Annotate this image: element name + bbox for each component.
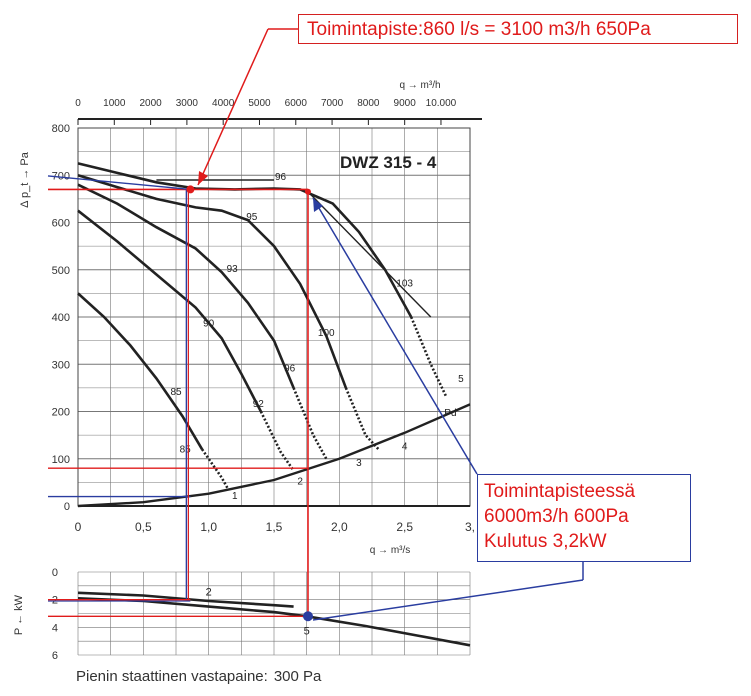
efficiency-label: 95 [246, 212, 258, 223]
top-axis-tick-label: 3000 [176, 98, 199, 109]
top-axis-tick-label: 2000 [139, 98, 162, 109]
efficiency-label: 85 [180, 445, 192, 456]
bottom-axis-label: q → m³/s [370, 545, 411, 556]
callout-arrow-line [197, 28, 269, 186]
pressure-axis-tick-label: 600 [52, 218, 70, 230]
pressure-curve-dotted-c4 [344, 387, 380, 451]
bottom-axis-tick-label: 3, [465, 520, 475, 534]
callout-arrow-line [312, 197, 478, 475]
top-axis-tick-label: 7000 [321, 98, 344, 109]
top-axis-tick-label: 8000 [357, 98, 380, 109]
footer-value: 300 Pa [273, 668, 322, 685]
curve-end-label: 3 [356, 458, 362, 469]
efficiency-label: 90 [203, 318, 215, 329]
callout-arrowhead [198, 171, 208, 185]
top-axis-tick-label: 10.000 [426, 98, 457, 109]
efficiency-label: 100 [318, 328, 335, 339]
pressure-curve-c3 [77, 183, 295, 389]
pressure-axis-tick-label: 500 [52, 265, 70, 277]
callout-line-2: 6000m3/h 600Pa [484, 506, 629, 527]
efficiency-label: 85 [170, 387, 182, 398]
curve-end-label: 1 [232, 491, 238, 502]
footer-note: Pienin staattinen vastapaine: 300 Pa [76, 668, 321, 685]
curve-labels: 0 1000 2000 3000 4000 5000 6000 7000 8000 9000 10.… [13, 80, 475, 662]
power-curve-label: 5 [304, 625, 310, 637]
efficiency-label: 92 [253, 399, 265, 410]
footer-label: Pienin staattinen vastapaine: [76, 668, 268, 685]
top-axis-tick-label: 4000 [212, 98, 235, 109]
curve-end-label: 5 [458, 374, 464, 385]
power-curve-p2 [77, 591, 294, 608]
pressure-curve-c5 [77, 162, 413, 318]
bottom-axis-tick-label: 2,5 [396, 520, 413, 534]
top-axis-tick-label: 5000 [248, 98, 271, 109]
efficiency-line [307, 191, 432, 318]
system-curve-pd [77, 403, 471, 508]
operating-point-callout: Toimintapiste:860 l/s = 3100 m3/h 650Pa [298, 14, 738, 44]
top-axis-tick-label: 1000 [103, 98, 126, 109]
power-curve-p5 [77, 597, 471, 647]
chart-title: DWZ 315 - 4 [340, 153, 437, 172]
bottom-axis-tick-label: 1,0 [200, 520, 217, 534]
pressure-curve-dotted-c2 [259, 410, 295, 472]
bottom-axis-tick-label: 1,5 [266, 520, 283, 534]
callout-arrow-line [312, 579, 584, 621]
curve-end-label: Pd [444, 408, 456, 419]
top-axis-tick-label: 6000 [285, 98, 308, 109]
power-axis-tick-label: 6 [52, 650, 58, 662]
pressure-axis-tick-label: 400 [52, 312, 70, 324]
efficiency-label: 93 [227, 264, 239, 275]
callout-arrowhead [313, 198, 323, 212]
efficiency-label: 96 [284, 363, 296, 374]
power-axis-tick-label: 4 [52, 622, 58, 634]
operating-point-detail-callout: Toimintapisteessä 6000m3/h 600Pa Kulutus… [477, 474, 691, 562]
pressure-curve-dotted-c1 [201, 448, 230, 491]
pressure-axis-label: Δ p_t → Pa [19, 151, 31, 208]
top-axis-tick-label: 9000 [394, 98, 417, 109]
top-axis-label: q → m³/h [399, 80, 440, 91]
operating-point-marker [304, 188, 311, 195]
blue-reference-line [47, 175, 191, 191]
reference-lines [47, 28, 584, 622]
callout-line-1: Toimintapisteessä [484, 481, 636, 502]
axes [77, 118, 482, 507]
pressure-axis-tick-label: 800 [52, 123, 70, 135]
power-point-marker [302, 611, 313, 622]
pressure-curve-dotted-c3 [292, 387, 328, 460]
power-curve-label: 2 [206, 587, 212, 599]
curve-end-label: 2 [297, 477, 303, 488]
grid [77, 127, 471, 656]
top-axis-tick-label: 0 [75, 98, 81, 109]
efficiency-label: 96 [275, 172, 287, 183]
bottom-axis-tick-label: 0,5 [135, 520, 152, 534]
power-axis-tick-label: 0 [52, 567, 58, 579]
pressure-curve-dotted-c5 [409, 316, 448, 398]
pressure-axis-tick-label: 700 [52, 170, 70, 182]
efficiency-label: 103 [396, 278, 413, 289]
pressure-curve-c4 [77, 174, 348, 389]
pressure-axis-tick-label: 100 [52, 454, 70, 466]
pressure-axis-tick-label: 300 [52, 359, 70, 371]
bottom-axis-tick-label: 0 [75, 520, 82, 534]
operating-point-marker [186, 185, 195, 194]
callout-line-3: Kulutus 3,2kW [484, 531, 607, 552]
curve-end-label: 4 [402, 441, 408, 452]
pressure-axis-tick-label: 200 [52, 407, 70, 419]
pressure-axis-tick-label: 0 [64, 501, 70, 513]
power-axis-label: P ← kW [13, 594, 25, 635]
pressure-curve-c2 [77, 209, 263, 413]
bottom-axis-tick-label: 2,0 [331, 520, 348, 534]
